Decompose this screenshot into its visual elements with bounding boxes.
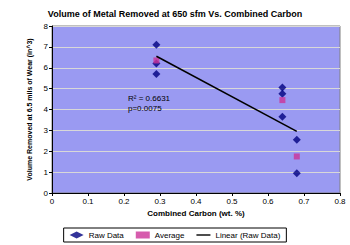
svg-text:0.6: 0.6 [262, 197, 274, 206]
svg-text:5: 5 [44, 84, 49, 93]
svg-text:Linear (Raw Data): Linear (Raw Data) [215, 231, 280, 240]
svg-text:R² = 0.6631: R² = 0.6631 [128, 94, 171, 103]
svg-text:0.1: 0.1 [82, 197, 94, 206]
svg-text:0.5: 0.5 [226, 197, 238, 206]
svg-text:Average: Average [155, 231, 185, 240]
svg-text:3: 3 [44, 126, 49, 135]
svg-text:0: 0 [50, 197, 55, 206]
svg-text:6: 6 [44, 63, 49, 72]
svg-text:8: 8 [44, 22, 49, 31]
svg-text:4: 4 [44, 105, 49, 114]
svg-text:Raw Data: Raw Data [89, 231, 125, 240]
svg-text:p=0.0075: p=0.0075 [128, 104, 162, 113]
svg-text:Volume of Metal Removed at 650: Volume of Metal Removed at 650 sfm Vs. C… [48, 9, 302, 19]
svg-text:0.2: 0.2 [118, 197, 130, 206]
svg-text:Combined Carbon (wt. %): Combined Carbon (wt. %) [147, 209, 245, 218]
svg-text:0.3: 0.3 [154, 197, 166, 206]
svg-text:2: 2 [44, 147, 49, 156]
svg-text:1: 1 [44, 168, 49, 177]
svg-text:0.7: 0.7 [298, 197, 310, 206]
svg-text:0.8: 0.8 [334, 197, 346, 206]
svg-text:0: 0 [44, 189, 49, 198]
svg-text:7: 7 [44, 42, 49, 51]
svg-text:0.4: 0.4 [190, 197, 202, 206]
svg-text:Volume Removed at 6.5 mils of: Volume Removed at 6.5 mils of Wear (in^3… [26, 38, 34, 180]
